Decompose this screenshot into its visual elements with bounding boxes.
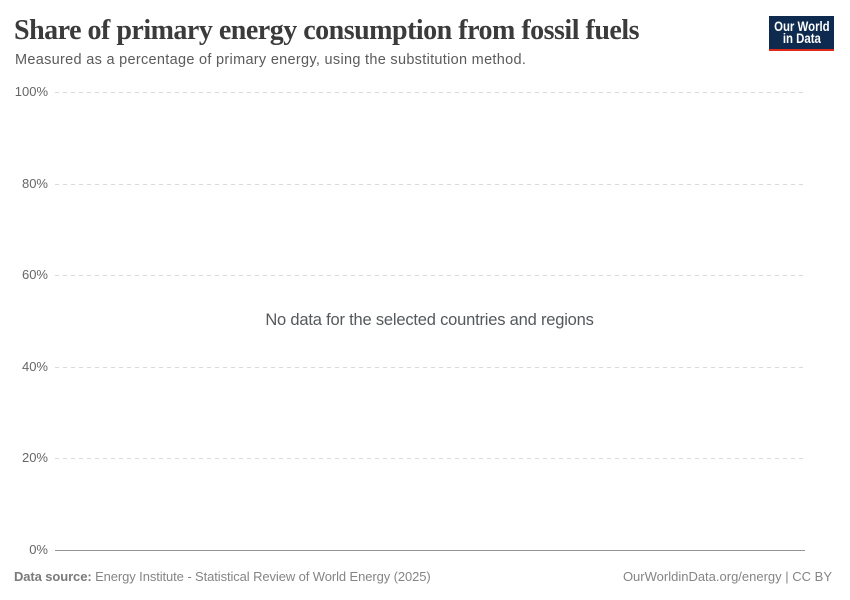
svg-text:40%: 40%	[22, 359, 48, 374]
svg-text:80%: 80%	[22, 176, 48, 191]
svg-text:20%: 20%	[22, 450, 48, 465]
svg-text:100%: 100%	[15, 84, 49, 99]
svg-text:60%: 60%	[22, 267, 48, 282]
svg-text:0%: 0%	[29, 542, 48, 557]
